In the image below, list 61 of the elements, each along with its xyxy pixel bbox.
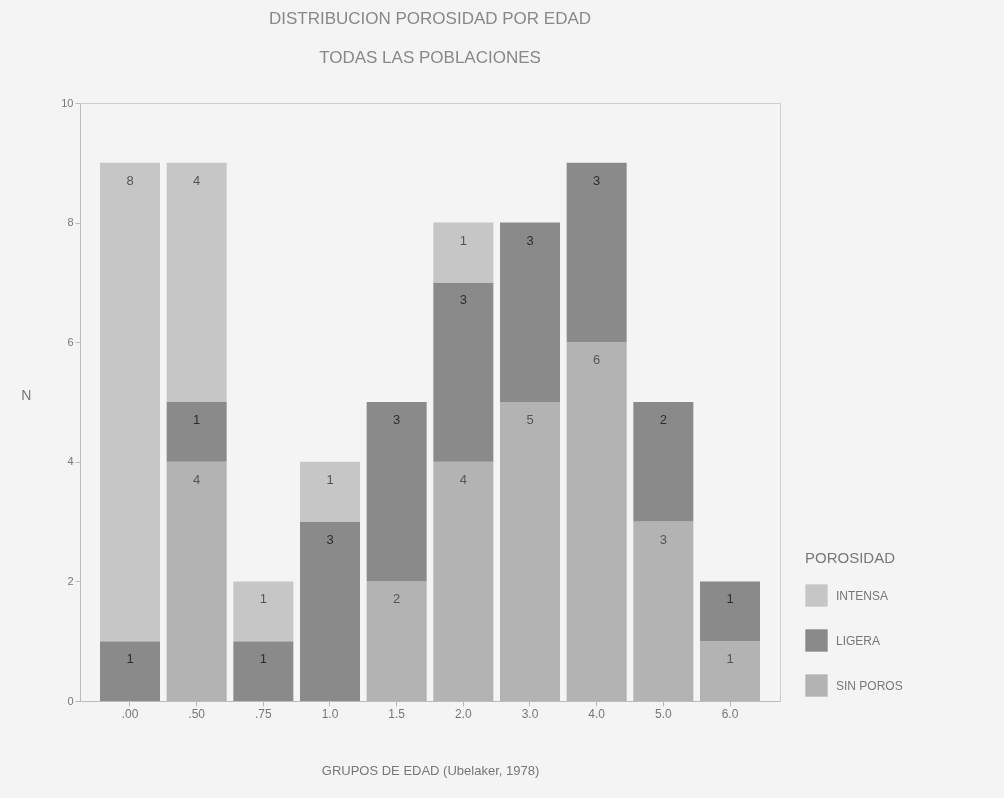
data-label: 1 — [459, 232, 467, 248]
bar — [633, 402, 694, 522]
y-tick-label: 0 — [67, 694, 74, 707]
x-tick-label: .50 — [188, 706, 206, 721]
data-label: 1 — [259, 591, 267, 607]
bar — [700, 581, 760, 642]
data-label: 8 — [126, 172, 134, 188]
legend-label: LIGERA — [836, 633, 881, 648]
data-label: 4 — [193, 471, 201, 487]
data-label: 4 — [193, 172, 201, 188]
bar — [566, 162, 627, 343]
data-label: 3 — [393, 412, 401, 427]
bar — [300, 521, 360, 701]
chart-title: DISTRIBUCION POROSIDAD POR EDAD — [268, 9, 592, 28]
x-tick-label: 5.0 — [654, 706, 672, 721]
y-axis-title: N — [21, 386, 32, 403]
bar — [433, 282, 494, 462]
y-tick-label: 10 — [61, 96, 74, 109]
x-tick-label: 1.5 — [388, 706, 406, 721]
data-label: 1 — [193, 412, 201, 427]
x-tick-label: .75 — [254, 706, 272, 721]
data-label: 3 — [326, 531, 334, 547]
bar — [233, 581, 294, 642]
bar — [166, 402, 227, 462]
data-label: 1 — [126, 651, 134, 667]
bar — [100, 162, 160, 642]
data-label: 3 — [526, 232, 534, 248]
bar — [300, 461, 360, 522]
data-label: 1 — [726, 651, 734, 667]
bar — [100, 641, 160, 701]
bar — [166, 162, 227, 402]
x-tick-label: 6.0 — [721, 706, 739, 721]
bar — [433, 222, 494, 283]
data-label: 2 — [393, 591, 401, 607]
x-tick-label: 3.0 — [521, 706, 539, 721]
chart-subtitle: TODAS LAS POBLACIONES — [319, 48, 541, 67]
data-label: 3 — [459, 292, 467, 308]
y-tick-label: 6 — [67, 335, 74, 348]
bar — [233, 641, 294, 701]
legend-label: SIN POROS — [836, 678, 903, 693]
data-label: 1 — [259, 651, 267, 667]
bar — [366, 402, 427, 582]
data-label: 4 — [459, 471, 467, 487]
x-tick-label: 1.0 — [321, 706, 339, 721]
data-label: 2 — [659, 412, 667, 427]
legend-label: INTENSA — [836, 588, 889, 603]
data-label: 3 — [659, 531, 667, 547]
data-label: 1 — [726, 591, 734, 607]
x-axis-title: GRUPOS DE EDAD (Ubelaker, 1978) — [321, 762, 540, 778]
x-tick-label: 2.0 — [454, 706, 472, 721]
data-label: 1 — [326, 471, 334, 487]
bar — [500, 222, 560, 402]
y-tick-label: 8 — [67, 216, 74, 229]
data-label: 5 — [526, 412, 534, 427]
x-tick-label: 4.0 — [588, 706, 606, 721]
data-label: 3 — [593, 172, 601, 188]
y-tick-label: 2 — [67, 574, 74, 587]
legend-title: POROSIDAD — [805, 549, 896, 566]
x-tick-label: .00 — [121, 706, 139, 721]
y-tick-label: 4 — [67, 455, 74, 468]
data-label: 6 — [593, 352, 601, 368]
